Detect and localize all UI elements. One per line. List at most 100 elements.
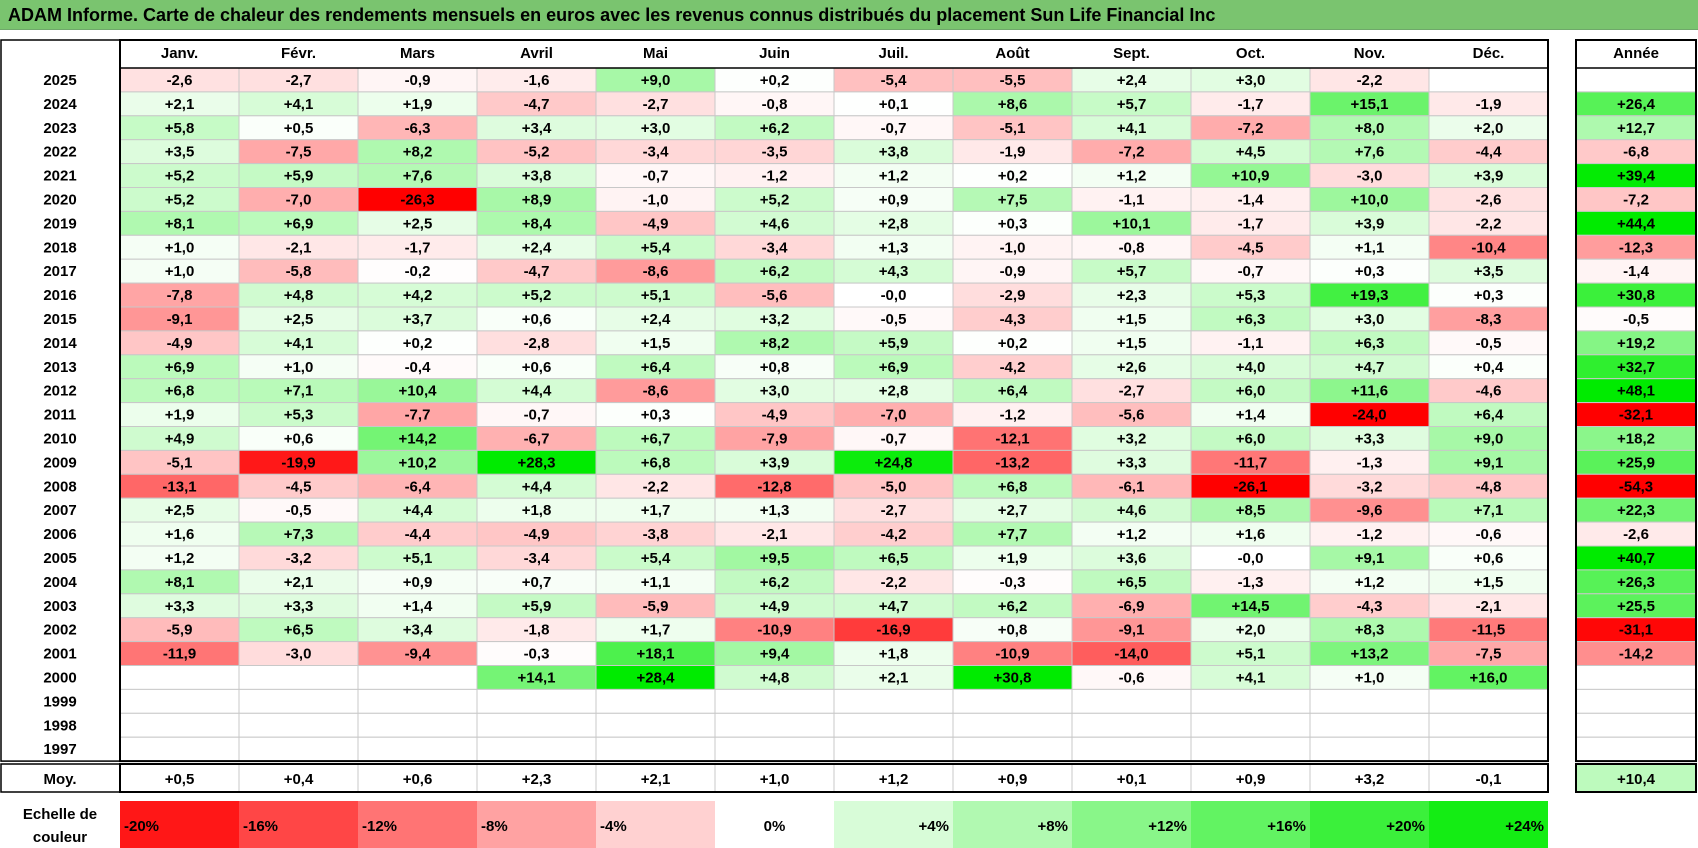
value-2022-1: +3,5 bbox=[165, 144, 195, 161]
cell-1997-7 bbox=[833, 736, 954, 762]
value-2000-7: +2,1 bbox=[879, 670, 909, 687]
value-2019-7: +2,8 bbox=[879, 215, 909, 232]
cell-1999-7 bbox=[833, 688, 954, 714]
average-cell-6 bbox=[714, 763, 835, 793]
value-2007-3: +4,4 bbox=[403, 502, 433, 519]
average-value-11: +3,2 bbox=[1355, 771, 1385, 788]
value-2014-5: +1,5 bbox=[641, 335, 671, 352]
year-label-1999: 1999 bbox=[43, 693, 76, 710]
value-2010-4: -6,7 bbox=[524, 431, 550, 448]
header-9: Sept. bbox=[1113, 45, 1150, 62]
cell-1998-10 bbox=[1190, 712, 1311, 738]
value-2014-6: +8,2 bbox=[760, 335, 790, 352]
scale-swatch-11 bbox=[1310, 801, 1429, 848]
value-2005-9: +3,6 bbox=[1117, 550, 1147, 567]
scale-label-7: +4% bbox=[919, 818, 949, 835]
value-2023-5: +3,0 bbox=[641, 120, 671, 137]
cell-1999-8 bbox=[952, 688, 1073, 714]
value-2009-7: +24,8 bbox=[875, 454, 913, 471]
value-2006-5: -3,8 bbox=[643, 526, 669, 543]
value-2005-6: +9,5 bbox=[760, 550, 790, 567]
cell-1997-3 bbox=[357, 736, 478, 762]
value-2012-8: +6,4 bbox=[998, 383, 1028, 400]
value-2008-6: -12,8 bbox=[757, 478, 791, 495]
value-2017-11: +0,3 bbox=[1355, 263, 1385, 280]
value-2007-5: +1,7 bbox=[641, 502, 671, 519]
cell-1999-3 bbox=[357, 688, 478, 714]
value-2006-7: -4,2 bbox=[881, 526, 907, 543]
value-2009-8: -13,2 bbox=[995, 454, 1029, 471]
value-2010-3: +14,2 bbox=[399, 431, 437, 448]
value-2005-12: +0,6 bbox=[1474, 550, 1504, 567]
year-label-2016: 2016 bbox=[43, 287, 76, 304]
annual-cell-1998 bbox=[1575, 712, 1697, 738]
year-label-2011: 2011 bbox=[44, 407, 77, 424]
value-2024-4: -4,7 bbox=[524, 96, 550, 113]
value-2024-9: +5,7 bbox=[1117, 96, 1147, 113]
value-2019-4: +8,4 bbox=[522, 215, 552, 232]
value-2020-9: -1,1 bbox=[1119, 192, 1145, 209]
value-2024-6: -0,8 bbox=[762, 96, 788, 113]
value-2008-4: +4,4 bbox=[522, 478, 552, 495]
cell-1997-2 bbox=[238, 736, 359, 762]
value-2018-1: +1,0 bbox=[165, 239, 195, 256]
value-2021-9: +1,2 bbox=[1117, 168, 1147, 185]
value-2002-1: -5,9 bbox=[167, 622, 193, 639]
cell-1999-4 bbox=[476, 688, 597, 714]
cell-2000-1 bbox=[119, 665, 240, 690]
value-2023-4: +3,4 bbox=[522, 120, 552, 137]
value-2020-2: -7,0 bbox=[286, 192, 312, 209]
value-2009-12: +9,1 bbox=[1474, 454, 1504, 471]
value-2019-12: -2,2 bbox=[1476, 215, 1502, 232]
value-2025-7: -5,4 bbox=[881, 72, 908, 89]
value-2005-8: +1,9 bbox=[998, 550, 1028, 567]
year-label-2006: 2006 bbox=[43, 526, 76, 543]
scale-label-8: +8% bbox=[1038, 818, 1068, 835]
annual-cell-1997 bbox=[1575, 736, 1697, 762]
value-2001-1: -11,9 bbox=[163, 646, 196, 663]
cell-1997-6 bbox=[714, 736, 835, 762]
value-2014-11: +6,3 bbox=[1355, 335, 1385, 352]
value-2024-7: +0,1 bbox=[879, 96, 909, 113]
value-2004-7: -2,2 bbox=[881, 574, 907, 591]
year-label-2007: 2007 bbox=[43, 502, 76, 519]
value-2025-9: +2,4 bbox=[1117, 72, 1147, 89]
average-label: Moy. bbox=[43, 771, 76, 788]
value-2008-7: -5,0 bbox=[881, 478, 907, 495]
value-2004-1: +8,1 bbox=[165, 574, 195, 591]
value-2025-11: -2,2 bbox=[1357, 72, 1383, 89]
value-2008-11: -3,2 bbox=[1357, 478, 1383, 495]
value-2015-7: -0,5 bbox=[881, 311, 907, 328]
cell-1998-5 bbox=[595, 712, 716, 738]
value-2000-9: -0,6 bbox=[1119, 670, 1145, 687]
value-2020-10: -1,4 bbox=[1238, 192, 1265, 209]
value-2001-7: +1,8 bbox=[879, 646, 909, 663]
value-2015-3: +3,7 bbox=[403, 311, 433, 328]
value-2007-2: -0,5 bbox=[286, 502, 312, 519]
header-3: Mars bbox=[400, 45, 435, 62]
value-2023-2: +0,5 bbox=[284, 120, 314, 137]
value-2008-2: -4,5 bbox=[286, 478, 312, 495]
value-2019-11: +3,9 bbox=[1355, 215, 1385, 232]
value-2014-2: +4,1 bbox=[284, 335, 314, 352]
value-2000-12: +16,0 bbox=[1470, 670, 1508, 687]
annual-frame bbox=[1575, 39, 1697, 763]
value-2019-1: +8,1 bbox=[165, 215, 195, 232]
value-2003-8: +6,2 bbox=[998, 598, 1028, 615]
value-2021-12: +3,9 bbox=[1474, 168, 1504, 185]
value-2025-10: +3,0 bbox=[1236, 72, 1266, 89]
value-2001-5: +18,1 bbox=[637, 646, 675, 663]
cell-1997-4 bbox=[476, 736, 597, 762]
average-cell-2 bbox=[238, 763, 359, 793]
value-2021-5: -0,7 bbox=[643, 168, 669, 185]
average-cell-3 bbox=[357, 763, 478, 793]
value-2006-10: +1,6 bbox=[1236, 526, 1266, 543]
annual-value-2015: -0,5 bbox=[1623, 311, 1649, 328]
header-6: Juin bbox=[759, 45, 790, 62]
annual-value-2021: +39,4 bbox=[1617, 168, 1656, 185]
value-2008-3: -6,4 bbox=[405, 478, 432, 495]
value-2012-10: +6,0 bbox=[1236, 383, 1266, 400]
value-2021-3: +7,6 bbox=[403, 168, 433, 185]
value-2020-11: +10,0 bbox=[1351, 192, 1389, 209]
average-value-9: +0,1 bbox=[1117, 771, 1147, 788]
